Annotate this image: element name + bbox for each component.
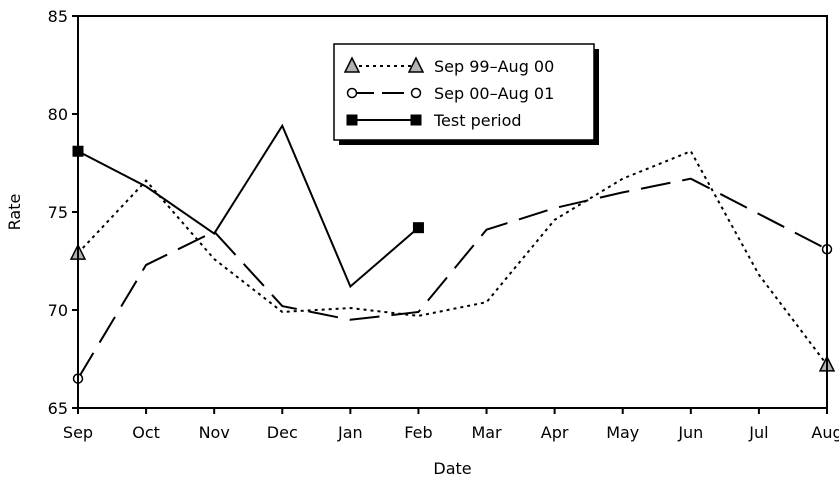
x-axis-ticks: Sep Oct Nov Dec Jan Feb Mar Apr May Jun Jul Aug (63, 408, 839, 442)
y-axis-ticks: 65 70 75 80 85 (48, 7, 78, 418)
y-axis-title: Rate (5, 194, 24, 231)
legend-label: Test period (433, 111, 522, 130)
legend-label: Sep 00–Aug 01 (434, 84, 554, 103)
legend-box (333, 43, 595, 141)
legend-marker (346, 114, 358, 126)
y-tick-label: 80 (48, 105, 68, 124)
series-sep-99-aug-00 (69, 149, 836, 372)
x-tick-label: May (606, 423, 639, 442)
x-axis-title: Date (433, 459, 471, 478)
series-layer (69, 123, 836, 384)
legend-item: Test period (346, 111, 522, 130)
legend-marker (346, 87, 358, 99)
legend-marker (343, 56, 361, 73)
legend-item: Sep 00–Aug 01 (346, 84, 554, 103)
series-line (77, 123, 420, 289)
x-tick-label: Mar (471, 423, 502, 442)
legend-label: Sep 99–Aug 00 (434, 57, 554, 76)
y-tick-label: 70 (48, 301, 68, 320)
x-tick-label: Aug (811, 423, 839, 442)
x-tick-label: Sep (63, 423, 93, 442)
series-sep-00-aug-01 (72, 177, 833, 384)
plot-area-frame (77, 15, 828, 409)
x-tick-label: Dec (267, 423, 298, 442)
y-tick-label: 85 (48, 7, 68, 26)
series-test-period (72, 123, 424, 289)
legend-item: Sep 99–Aug 00 (343, 56, 554, 76)
legend-marker (410, 87, 422, 99)
x-tick-label: Jun (677, 423, 703, 442)
y-tick-label: 75 (48, 203, 68, 222)
legend-marker (407, 56, 425, 73)
legend-marker (410, 114, 422, 126)
x-tick-label: Jan (337, 423, 363, 442)
x-tick-label: Oct (132, 423, 160, 442)
x-tick-label: Apr (541, 423, 569, 442)
x-tick-label: Nov (199, 423, 230, 442)
series-line (77, 177, 828, 380)
y-tick-label: 65 (48, 399, 68, 418)
legend: Sep 99–Aug 00 Sep 00–Aug 01 Test period (333, 43, 599, 145)
series-line (77, 149, 828, 366)
series-marker (412, 222, 424, 234)
x-tick-label: Feb (404, 423, 432, 442)
x-tick-label: Jul (748, 423, 768, 442)
